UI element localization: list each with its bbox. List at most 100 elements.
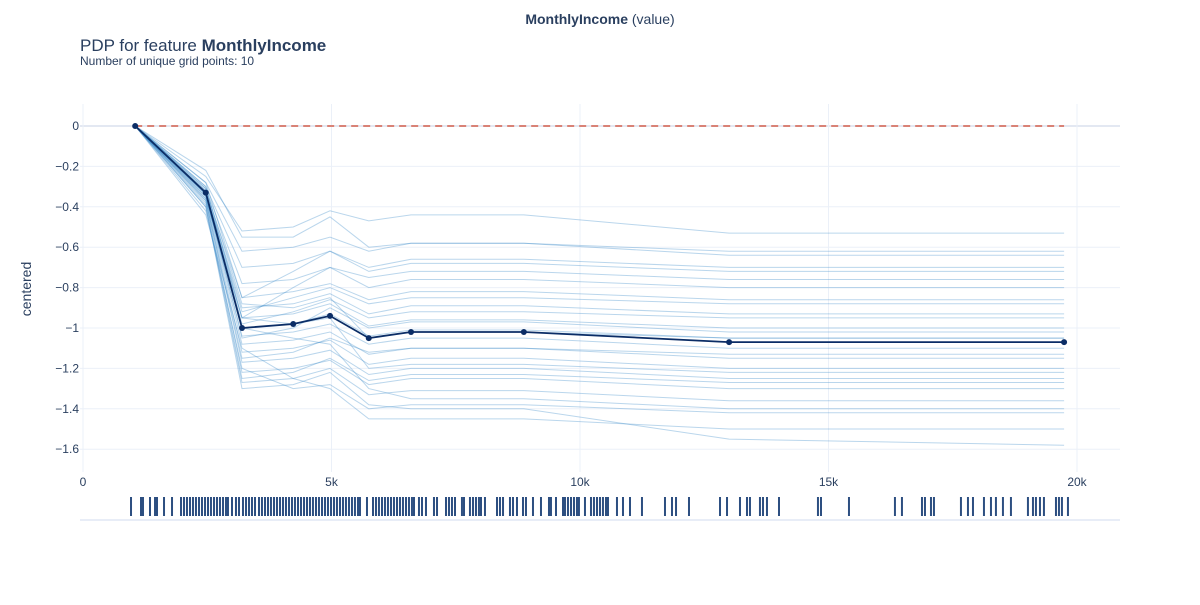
ice-line <box>134 125 1065 446</box>
ice-line <box>134 125 1065 234</box>
rug-tick <box>989 497 992 516</box>
rug-tick <box>982 497 985 516</box>
rug-tick <box>303 497 306 516</box>
title-feature: MonthlyIncome <box>202 36 327 55</box>
rug-tick <box>847 497 850 516</box>
rug-tick <box>234 497 237 516</box>
rug-tick <box>194 497 197 516</box>
rug-tick <box>923 497 926 516</box>
rug-tick <box>687 497 690 516</box>
rug-tick <box>284 497 287 516</box>
rug-tick <box>471 497 474 516</box>
ice-line <box>134 125 1065 390</box>
rug-tick <box>1060 497 1063 516</box>
y-tick-label: 0 <box>72 119 79 133</box>
ice-line <box>134 125 1065 359</box>
rug-tick <box>288 497 291 516</box>
rug-tick <box>432 497 435 516</box>
rug-tick <box>445 497 448 516</box>
ice-line <box>134 125 1065 339</box>
rug-tick <box>606 497 609 516</box>
rug-tick <box>547 497 550 516</box>
ice-lines <box>134 125 1065 446</box>
rug-tick <box>738 497 741 516</box>
y-tick-label: −1.6 <box>55 442 79 456</box>
y-tick-label: −1.2 <box>55 361 79 375</box>
rug-tick <box>436 497 439 516</box>
title-prefix: PDP for feature <box>80 36 202 55</box>
rug-tick <box>189 497 192 516</box>
rug-tick <box>468 497 471 516</box>
rug-tick <box>900 497 903 516</box>
ice-line <box>134 125 1065 272</box>
figure-top-title: MonthlyIncome (value) <box>525 11 674 27</box>
rug-tick <box>496 497 499 516</box>
pdp-point <box>726 339 733 346</box>
top-title-feature: MonthlyIncome <box>525 11 628 27</box>
rug-tick <box>748 497 751 516</box>
rug-tick <box>275 497 278 516</box>
rug-tick <box>396 497 399 516</box>
rug-tick <box>604 497 607 516</box>
x-tick-label: 10k <box>570 475 590 489</box>
y-tick-label: −0.2 <box>55 159 79 173</box>
rug-tick <box>254 497 257 516</box>
rug-tick <box>1038 497 1041 516</box>
rug-tick <box>477 497 480 516</box>
rug-tick <box>413 497 416 516</box>
rug-tick <box>920 497 923 516</box>
rug-tick <box>765 497 768 516</box>
rug-tick <box>819 497 822 516</box>
rug-tick <box>392 497 395 516</box>
y-tick-label: −0.6 <box>55 240 79 254</box>
ice-line <box>134 125 1065 319</box>
rug-tick <box>231 497 234 516</box>
rug-tick <box>932 497 935 516</box>
ice-line <box>134 125 1065 359</box>
rug-tick <box>299 497 302 516</box>
rug-tick <box>1001 497 1004 516</box>
rug-tick <box>191 497 194 516</box>
rug-tick <box>224 497 227 516</box>
rug-tick <box>171 497 174 516</box>
ice-line <box>134 125 1065 414</box>
x-tick-label: 0 <box>80 475 87 489</box>
rug-tick <box>670 497 673 516</box>
rug-tick <box>621 497 624 516</box>
rug-tick <box>758 497 761 516</box>
rug-tick <box>1066 497 1069 516</box>
rug-tick <box>365 497 368 516</box>
ice-line <box>134 125 1065 339</box>
y-tick-label: −0.8 <box>55 281 79 295</box>
rug-tick <box>421 497 424 516</box>
rug-tick <box>474 497 477 516</box>
rug-tick <box>245 497 248 516</box>
rug-tick <box>479 497 482 516</box>
rug-tick <box>675 497 678 516</box>
rug-tick <box>424 497 427 516</box>
rug-tick <box>206 497 209 516</box>
rug-tick <box>250 497 253 516</box>
rug-tick <box>761 497 764 516</box>
rug-tick <box>347 497 350 516</box>
tick-labels: 0 −0.2 −0.4 −0.6 −0.8 −1 −1.2 −1.4 −1.6 0 5k 10k 15k… <box>55 119 1087 489</box>
y-tick-label: −1.4 <box>55 402 79 416</box>
rug-tick <box>321 497 324 516</box>
pdp-point <box>408 329 415 336</box>
rug-tick <box>341 497 344 516</box>
pdp-point <box>1061 339 1068 346</box>
rug-tick <box>719 497 722 516</box>
x-tick-label: 5k <box>325 475 339 489</box>
rug-tick <box>572 497 575 516</box>
rug-tick <box>290 497 293 516</box>
rug-tick <box>410 497 413 516</box>
rug-tick <box>260 497 263 516</box>
rug-tick <box>335 497 338 516</box>
rug-tick <box>407 497 410 516</box>
rug-tick <box>130 497 133 516</box>
rug-tick <box>281 497 284 516</box>
pdp-point <box>290 320 297 327</box>
ice-line <box>134 125 1065 329</box>
rug-tick <box>570 497 573 516</box>
